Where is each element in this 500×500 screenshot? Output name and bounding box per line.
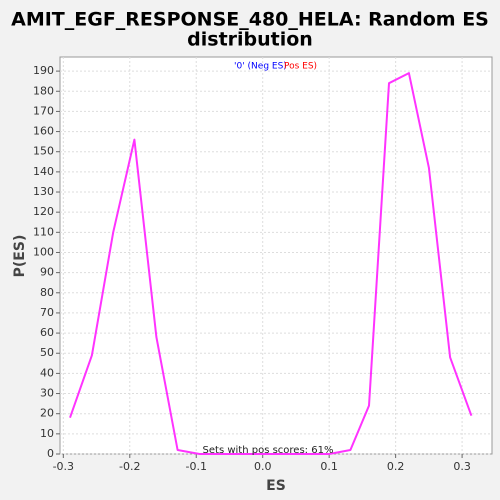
- y-tick-label: 180: [33, 84, 54, 97]
- y-tick-label: 190: [33, 64, 54, 77]
- y-tick-label: 110: [33, 225, 54, 238]
- x-tick-label: 0.1: [320, 460, 338, 473]
- y-tick-label: 10: [40, 427, 54, 440]
- y-tick-label: 30: [40, 387, 54, 400]
- x-tick-label: 0.0: [254, 460, 272, 473]
- pos-scores-annotation: Sets with pos scores: 61%: [203, 445, 334, 456]
- x-tick-label: -0.2: [119, 460, 140, 473]
- x-axis-ticks: -0.3 -0.2 -0.1 0.0 0.1 0.2 0.3: [53, 454, 471, 473]
- y-axis-label: P(ES): [12, 235, 28, 278]
- y-tick-label: 160: [33, 125, 54, 138]
- chart-title-line2: distribution: [187, 29, 313, 51]
- y-tick-label: 140: [33, 165, 54, 178]
- y-tick-label: 80: [40, 286, 54, 299]
- y-tick-label: 0: [47, 447, 54, 460]
- y-tick-label: 20: [40, 407, 54, 420]
- y-axis-ticks: 0 10 20 30 40 50 60 70 80 90 100 110 120 130 140 150 160…: [33, 64, 60, 460]
- y-tick-label: 170: [33, 104, 54, 117]
- x-tick-label: -0.3: [53, 460, 74, 473]
- x-axis-label: ES: [266, 478, 286, 494]
- y-tick-label: 100: [33, 245, 54, 258]
- y-tick-label: 130: [33, 185, 54, 198]
- legend-entry-pos: Pos ES): [284, 62, 317, 72]
- y-tick-label: 150: [33, 145, 54, 158]
- x-tick-label: -0.1: [186, 460, 207, 473]
- y-tick-label: 90: [40, 266, 54, 279]
- y-tick-label: 120: [33, 205, 54, 218]
- legend-entry-neg: '0' (Neg ES): [234, 62, 287, 72]
- y-tick-label: 70: [40, 306, 54, 319]
- plot-area: [60, 57, 492, 454]
- x-tick-label: 0.2: [387, 460, 405, 473]
- y-tick-label: 50: [40, 346, 54, 359]
- x-tick-label: 0.3: [453, 460, 471, 473]
- y-tick-label: 40: [40, 366, 54, 379]
- y-tick-label: 60: [40, 326, 54, 339]
- chart-title-line1: AMIT_EGF_RESPONSE_480_HELA: Random ES: [11, 9, 489, 31]
